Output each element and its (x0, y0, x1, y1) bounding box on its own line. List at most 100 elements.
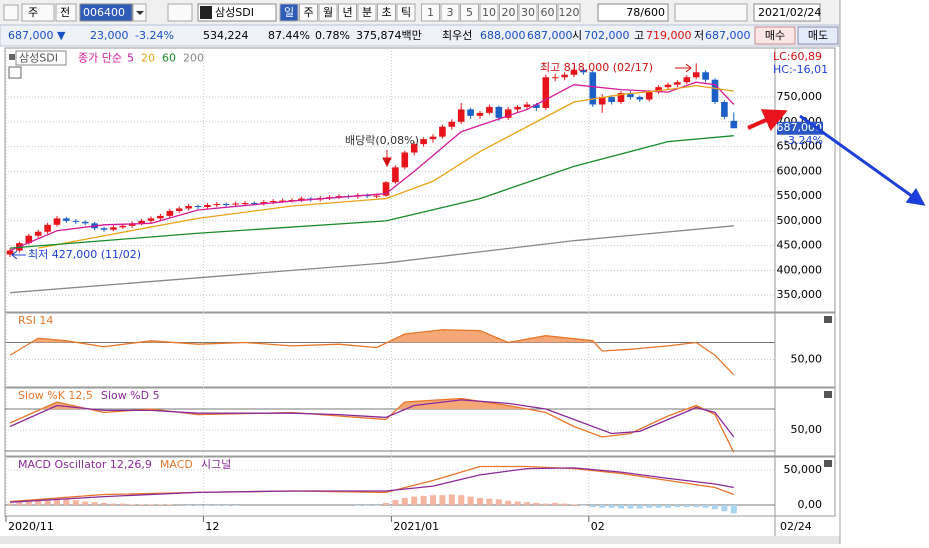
code-input[interactable] (79, 3, 133, 22)
histogram-bar (505, 500, 512, 505)
histogram-bar (25, 500, 32, 505)
histogram-bar (72, 500, 79, 505)
histogram-bar (589, 505, 596, 508)
buy-text: 매수 (765, 29, 785, 42)
scrollbar[interactable] (0, 536, 840, 544)
candle-body (683, 77, 691, 83)
series-line (9, 399, 735, 438)
legend-entry: Slow %K 12,5 (18, 389, 93, 402)
count-text: 78/600 (626, 6, 665, 19)
candle-body (119, 225, 127, 228)
period-button[interactable] (338, 3, 357, 22)
quote-item: 375,874백만 (356, 29, 422, 42)
candle-body (627, 93, 634, 98)
red-arrow (747, 109, 788, 132)
stoch-frame (4, 387, 836, 457)
candle-body (392, 167, 399, 183)
histogram-bar (486, 498, 493, 505)
candle-body (147, 218, 155, 221)
lc-label: LC:60,89 (773, 50, 822, 63)
interval-button[interactable] (499, 3, 518, 22)
buy-button[interactable] (754, 26, 796, 45)
series-line (9, 329, 735, 376)
chart-bg (0, 47, 840, 537)
candle-body (382, 182, 390, 196)
name-icon (200, 6, 212, 19)
candle-body (457, 109, 465, 122)
interval-text: 30 (521, 6, 535, 19)
interval-button[interactable] (557, 3, 581, 22)
macd-frame (4, 456, 836, 517)
y-tick-label: 50,00 (791, 423, 823, 436)
histogram-bar (185, 505, 192, 506)
interval-button[interactable] (538, 3, 557, 22)
y-tick-label: 50,00 (791, 353, 823, 366)
prev-button[interactable] (55, 3, 77, 22)
period-button[interactable] (396, 3, 416, 22)
interval-text: 1 (427, 6, 434, 19)
menu-button[interactable] (3, 4, 19, 21)
panel-icon[interactable] (9, 54, 15, 60)
candle-body (721, 102, 728, 117)
histogram-bar (561, 503, 568, 505)
candle-body (401, 152, 409, 168)
panel-close[interactable] (824, 460, 832, 467)
high-arrow (675, 63, 692, 73)
candle-body (53, 218, 61, 225)
interval-button[interactable] (518, 3, 538, 22)
quote-item: 0.78% (315, 29, 350, 42)
period-button[interactable] (357, 3, 377, 22)
legend-entry: Slow %D 5 (101, 389, 160, 402)
quote-item: -3.24% (135, 29, 174, 42)
x-end-label: 02/24 (780, 520, 812, 533)
interval-button[interactable] (479, 3, 499, 22)
candle-body (269, 201, 277, 203)
hc-label: HC:-16,01 (773, 63, 828, 76)
histogram-bar (7, 503, 13, 505)
panel-close[interactable] (824, 316, 832, 323)
histogram-bar (533, 502, 540, 505)
low-arrow (11, 250, 26, 260)
histogram-bar (430, 495, 436, 505)
interval-button[interactable] (460, 3, 479, 22)
quote-item: 시 (572, 29, 582, 42)
period-button[interactable] (279, 3, 299, 22)
interval-button[interactable] (421, 3, 440, 22)
histogram-bar (195, 505, 201, 506)
candle-body (664, 84, 672, 88)
market-select[interactable] (21, 3, 55, 22)
tool-icons[interactable] (674, 3, 748, 22)
candle-body (213, 204, 221, 206)
y-tick-label: 350,000 (777, 288, 823, 301)
sound-button[interactable] (167, 3, 193, 22)
dividend-label: 배당락(0,08%) (345, 134, 419, 147)
histogram-bar (448, 494, 455, 505)
candle-body (232, 203, 239, 205)
period-text: 틱 (401, 6, 411, 19)
panel-close[interactable] (824, 391, 832, 398)
y-tick-label: 750,000 (777, 90, 823, 103)
grid-icon[interactable] (8, 66, 22, 79)
date-box[interactable] (753, 3, 821, 22)
series-line (9, 467, 734, 503)
period-button[interactable] (299, 3, 318, 22)
period-button[interactable] (318, 3, 338, 22)
interval-button[interactable] (440, 3, 460, 22)
candle-body (100, 228, 108, 230)
quote-item: 687,000 (705, 29, 751, 42)
candle-body (636, 97, 644, 100)
sell-button[interactable] (797, 26, 839, 45)
y-tick-label: 550,000 (777, 189, 823, 202)
quote-item: 687,000 ▼ (8, 29, 66, 42)
candle-body (617, 93, 625, 102)
legend-symbol: 삼성SDI (19, 52, 58, 65)
histogram-bar (54, 498, 60, 505)
histogram-bar (223, 505, 230, 506)
legend-entry: 5 (127, 52, 134, 65)
period-button[interactable] (377, 3, 396, 22)
x-tick-label: 02 (591, 520, 605, 533)
candle-body (551, 77, 559, 79)
main-frame (4, 47, 836, 313)
candle-body (589, 72, 597, 105)
candle-body (166, 210, 174, 216)
